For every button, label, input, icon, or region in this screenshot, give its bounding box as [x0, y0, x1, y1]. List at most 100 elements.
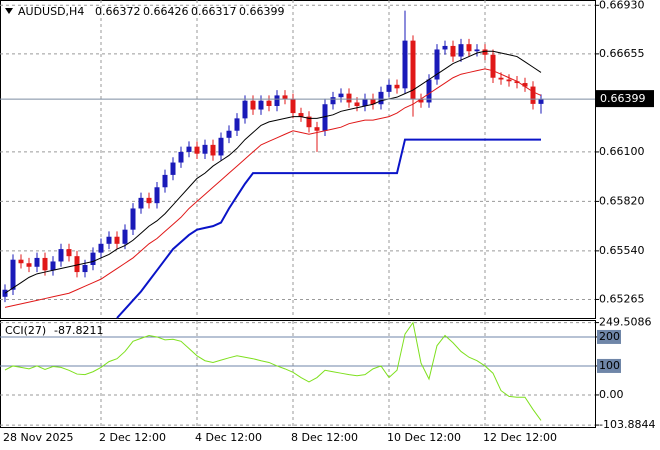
- candle-body: [370, 98, 376, 105]
- candle-body: [378, 91, 384, 105]
- candle-body: [50, 261, 56, 271]
- y-tick-label: 200: [599, 330, 620, 343]
- candle-body: [218, 137, 224, 156]
- last-close: 0.66399: [239, 5, 285, 18]
- current-price-label: 0.66399: [600, 92, 646, 105]
- candle-body: [42, 257, 48, 271]
- candle-body: [74, 256, 80, 273]
- y-tick-label: 100: [599, 359, 620, 372]
- candle-body: [490, 54, 496, 78]
- level-label-box: [597, 329, 621, 344]
- candle-body: [82, 265, 88, 273]
- x-tick-label: 2 Dec 12:00: [99, 431, 166, 444]
- y-tick-label: 0.00: [599, 388, 624, 401]
- x-tick-label: 28 Nov 2025: [3, 431, 73, 444]
- candle-body: [282, 95, 288, 99]
- candle-body: [26, 263, 32, 267]
- candle-body: [162, 174, 168, 188]
- cci-title: CCI(27): [5, 324, 46, 337]
- candle-body: [10, 259, 16, 290]
- candle-body: [426, 79, 432, 103]
- x-tick-label: 12 Dec 12:00: [483, 431, 557, 444]
- candle-body: [466, 44, 472, 52]
- cci-panel: [0, 320, 596, 428]
- candle-body: [210, 144, 216, 156]
- candle-body: [434, 49, 440, 80]
- candle-body: [306, 116, 312, 128]
- candle-body: [514, 81, 520, 84]
- candle-body: [458, 44, 464, 57]
- candle-body: [538, 99, 544, 104]
- candle-body: [354, 102, 360, 106]
- candle-body: [194, 146, 200, 154]
- candle-body: [146, 197, 152, 204]
- symbol-title: AUDUSD,H4: [18, 5, 84, 18]
- candle-body: [242, 100, 248, 119]
- candle-body: [410, 40, 416, 99]
- candle-body: [442, 45, 448, 50]
- x-tick-label: 8 Dec 12:00: [291, 431, 358, 444]
- menu-arrow[interactable]: [5, 8, 13, 14]
- candle-body: [234, 118, 240, 131]
- indicator-line: [116, 138, 541, 319]
- indicator-line: [4, 50, 542, 294]
- candle-body: [498, 77, 504, 80]
- current-price-box: [596, 90, 654, 108]
- candle-body: [202, 144, 208, 154]
- cci-last-value: -87.8211: [54, 324, 103, 337]
- candle-body: [106, 236, 112, 244]
- candle-body: [18, 259, 24, 264]
- candle-body: [402, 40, 408, 89]
- candle-body: [274, 95, 280, 106]
- candle-body: [170, 162, 176, 175]
- x-tick-label: 10 Dec 12:00: [387, 431, 461, 444]
- candle-body: [290, 98, 296, 114]
- candle-body: [330, 97, 336, 105]
- candle-body: [154, 187, 160, 204]
- candle-body: [130, 208, 136, 230]
- candle-body: [266, 100, 272, 106]
- candle-body: [58, 249, 64, 262]
- indicator-line: [4, 68, 542, 308]
- y-tick-label: 0.66655: [599, 47, 645, 60]
- candle-body: [346, 93, 352, 103]
- y-tick-label: 0.65265: [599, 292, 645, 305]
- candle-body: [322, 104, 328, 131]
- candle-body: [138, 197, 144, 209]
- y-tick-label: 249.5086: [599, 316, 652, 329]
- y-tick-label: -103.8844: [599, 418, 655, 431]
- last-open: 0.66372: [95, 5, 141, 18]
- y-tick-label: 0.65820: [599, 194, 645, 207]
- candle-body: [226, 130, 232, 138]
- level-label-box: [597, 358, 621, 373]
- candle-body: [394, 84, 400, 89]
- candle-body: [506, 79, 512, 82]
- candle-body: [122, 229, 128, 244]
- last-low: 0.66317: [191, 5, 237, 18]
- candle-body: [298, 113, 304, 117]
- candle-body: [530, 86, 536, 104]
- candle-body: [338, 93, 344, 98]
- candle-body: [522, 83, 528, 87]
- candle-body: [186, 146, 192, 152]
- y-tick-label: 0.66930: [599, 0, 645, 11]
- candle-body: [362, 98, 368, 106]
- candle-body: [386, 84, 392, 92]
- candle-body: [482, 49, 488, 55]
- candle-body: [98, 243, 104, 253]
- indicator-line: [4, 321, 542, 421]
- price-panel: [0, 0, 596, 319]
- y-tick-label: 0.66100: [599, 145, 645, 158]
- candle-body: [114, 236, 120, 244]
- x-tick-label: 4 Dec 12:00: [195, 431, 262, 444]
- candle-body: [450, 45, 456, 57]
- candle-body: [66, 249, 72, 257]
- candle-body: [418, 98, 424, 103]
- candle-body: [90, 252, 96, 265]
- candle-body: [178, 151, 184, 163]
- candle-body: [34, 257, 40, 267]
- candle-body: [258, 100, 264, 110]
- candle-body: [474, 49, 480, 52]
- y-tick-label: 0.65540: [599, 244, 645, 257]
